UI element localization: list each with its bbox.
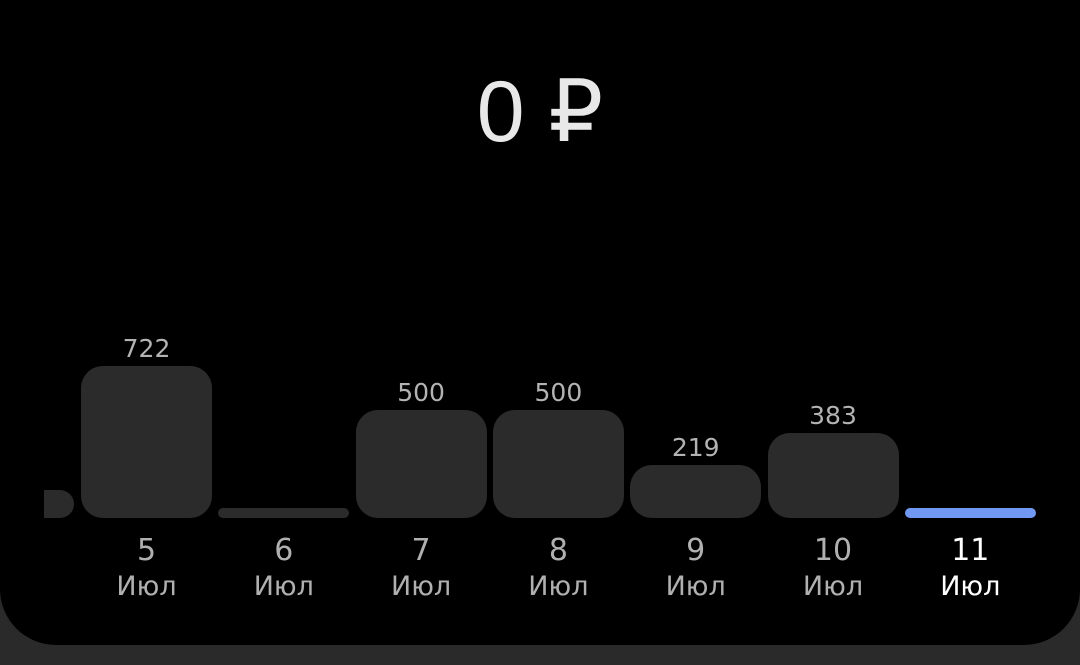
day-label[interactable]: 10 bbox=[813, 533, 853, 568]
day-label[interactable]: 6 bbox=[274, 533, 294, 568]
bar-6[interactable] bbox=[218, 508, 350, 518]
offscreen-bar-partial[interactable] bbox=[44, 490, 74, 518]
spending-card bbox=[0, 0, 1080, 645]
day-label[interactable]: 9 bbox=[686, 533, 706, 568]
day-label[interactable]: 7 bbox=[411, 533, 431, 568]
month-label: Июл bbox=[116, 571, 177, 602]
bar-8[interactable] bbox=[492, 409, 624, 518]
month-label: Июл bbox=[802, 571, 864, 602]
bar-value-label: 722 bbox=[122, 333, 171, 363]
bar-value-label: 500 bbox=[534, 377, 583, 407]
bar-value-label: 219 bbox=[671, 432, 720, 462]
month-label: Июл bbox=[528, 571, 589, 602]
day-label[interactable]: 11 bbox=[951, 533, 990, 568]
bar-value-label: 500 bbox=[397, 377, 445, 407]
day-label[interactable]: 8 bbox=[548, 533, 568, 568]
bar-5[interactable] bbox=[81, 365, 212, 518]
month-label: Июл bbox=[665, 571, 726, 602]
month-label: Июл bbox=[391, 571, 452, 602]
month-label: Июл bbox=[253, 571, 314, 602]
day-label[interactable]: 5 bbox=[136, 533, 157, 568]
month-label: Июл bbox=[940, 571, 1001, 602]
bar-value-label: 383 bbox=[809, 400, 857, 430]
bar-11[interactable] bbox=[904, 508, 1036, 518]
bar-10[interactable] bbox=[767, 432, 899, 518]
bar-7[interactable] bbox=[355, 409, 487, 518]
bar-9[interactable] bbox=[630, 464, 762, 518]
total-amount: 0 ₽ bbox=[476, 64, 604, 160]
